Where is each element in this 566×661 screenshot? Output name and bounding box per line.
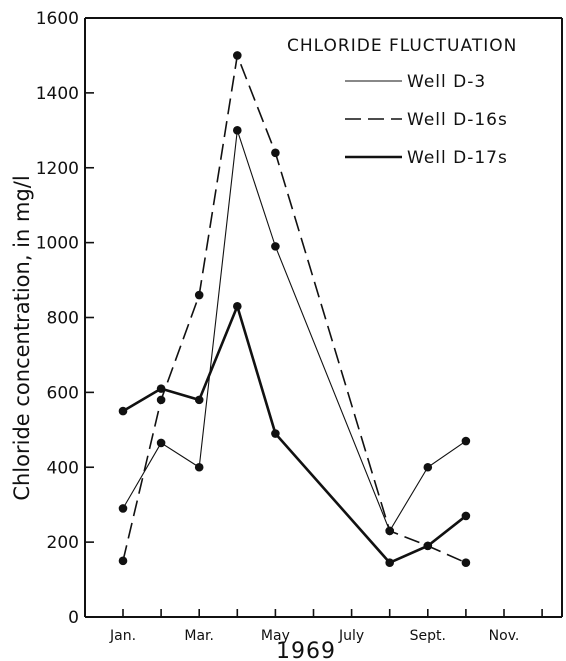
- data-point: [118, 504, 128, 513]
- axes: [84, 17, 563, 618]
- x-tick-label: Jan.: [109, 628, 136, 644]
- y-tick-label: 0: [68, 608, 79, 628]
- y-tick-label: 400: [47, 458, 79, 478]
- data-point: [423, 541, 433, 551]
- data-point: [461, 511, 471, 521]
- y-tick-label: 1400: [36, 84, 79, 104]
- data-point: [233, 51, 242, 60]
- legend-label: Well D-16s: [407, 110, 508, 130]
- data-point: [271, 429, 280, 438]
- y-tick-label: 800: [47, 309, 79, 329]
- data-point: [385, 526, 395, 536]
- y-tick-label: 200: [47, 533, 79, 553]
- data-point: [461, 558, 471, 568]
- data-point: [233, 301, 242, 311]
- data-point: [118, 556, 128, 566]
- ticks: 0 200 400 600 800 1000 1200 1400 1600 Jan. Mar. May…: [36, 9, 543, 644]
- data-point: [385, 558, 395, 568]
- y-tick-label: 600: [47, 383, 79, 403]
- y-tick-label: 1000: [36, 234, 79, 254]
- series-line: [122, 52, 467, 564]
- data-point: [271, 242, 280, 251]
- series-line: [122, 302, 467, 565]
- y-axis-label: Chloride concentration, in mg/l: [10, 175, 34, 500]
- data-point: [233, 126, 242, 135]
- data-point: [156, 384, 166, 393]
- x-tick-label: Nov.: [489, 628, 520, 644]
- legend-label: Well D-3: [407, 72, 486, 92]
- series-line: [122, 130, 467, 533]
- legend-label: Well D-17s: [407, 148, 508, 168]
- chart-title: CHLORIDE FLUCTUATION: [287, 36, 517, 56]
- x-tick-label: Sept.: [410, 628, 446, 644]
- x-tick-label: July: [338, 628, 364, 644]
- x-axis-label: 1969: [276, 639, 336, 661]
- data-point: [461, 436, 471, 446]
- data-point: [194, 290, 204, 300]
- data-point: [194, 395, 204, 405]
- x-tick-label: May: [261, 628, 290, 644]
- data-point: [118, 406, 128, 416]
- data-point: [271, 148, 280, 158]
- y-tick-label: 1200: [36, 159, 79, 179]
- data-point: [156, 395, 166, 405]
- data-point: [156, 438, 166, 448]
- series-layer: [118, 51, 471, 568]
- data-point: [423, 462, 433, 472]
- y-tick-label: 1600: [36, 9, 79, 29]
- data-point: [194, 462, 204, 472]
- legend: CHLORIDE FLUCTUATION Well D-3 Well D-16s W…: [287, 36, 517, 168]
- x-tick-label: Mar.: [184, 628, 214, 644]
